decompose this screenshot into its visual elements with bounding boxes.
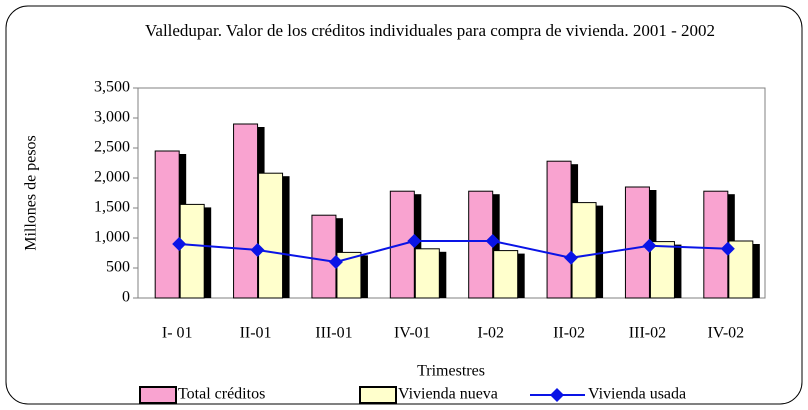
- bar-side: [752, 244, 760, 298]
- y-tick-label: 3,000: [94, 109, 130, 126]
- bar: [624, 186, 650, 299]
- bar-side: [414, 194, 422, 298]
- legend-swatch: [139, 386, 177, 404]
- legend-swatch: [359, 386, 397, 404]
- bar-side: [282, 176, 290, 298]
- chart-title: Valledupar. Valor de los créditos indivi…: [145, 21, 715, 40]
- bar: [703, 190, 729, 299]
- x-tick-label: IV-01: [394, 325, 431, 342]
- bar-side: [517, 253, 525, 298]
- y-tick-label: 0: [122, 289, 130, 306]
- x-tick-label: III-02: [629, 325, 666, 342]
- line: [179, 240, 728, 264]
- bar: [546, 160, 572, 299]
- x-tick-label: IV-02: [707, 325, 744, 342]
- y-tick-label: 500: [106, 259, 130, 276]
- y-axis-title: Millones de pesos: [23, 135, 40, 251]
- y-tick-label: 1,000: [94, 229, 130, 246]
- marker: [250, 243, 265, 257]
- marker: [328, 255, 343, 269]
- marker: [564, 250, 579, 265]
- x-tick-label: III-01: [315, 325, 352, 342]
- x-tick-label: I- 01: [162, 325, 193, 342]
- bar-side: [596, 205, 604, 298]
- bar: [493, 250, 519, 299]
- y-tick-label: 2,000: [94, 169, 130, 186]
- bar: [154, 150, 180, 299]
- bar: [414, 248, 440, 299]
- legend-marker: [550, 388, 564, 402]
- x-tick-label: II-01: [240, 325, 272, 342]
- bar: [468, 190, 494, 299]
- marker: [720, 241, 735, 256]
- bar: [311, 214, 337, 299]
- marker: [172, 237, 187, 251]
- bar-side: [674, 244, 682, 298]
- y-tick-label: 2,500: [94, 139, 130, 156]
- y-tick-label: 1,500: [94, 199, 130, 216]
- bar-side: [492, 194, 500, 298]
- legend-label: Vivienda nueva: [398, 386, 498, 403]
- bar: [179, 203, 205, 299]
- marker: [642, 238, 657, 253]
- bar: [571, 202, 597, 299]
- marker: [407, 234, 422, 248]
- bar-side: [439, 251, 447, 298]
- x-tick-label: II-02: [553, 325, 585, 342]
- bar: [649, 241, 675, 299]
- x-tick-label: I-02: [477, 325, 504, 342]
- y-tick-label: 3,500: [94, 79, 130, 96]
- bar: [258, 172, 284, 299]
- x-axis-title: Trimestres: [417, 363, 485, 380]
- bar-side: [204, 207, 212, 298]
- bar-side: [360, 255, 368, 298]
- legend-label: Total créditos: [178, 386, 265, 403]
- marker: [485, 234, 500, 248]
- bar: [233, 123, 259, 299]
- legend-label: Vivienda usada: [588, 386, 686, 403]
